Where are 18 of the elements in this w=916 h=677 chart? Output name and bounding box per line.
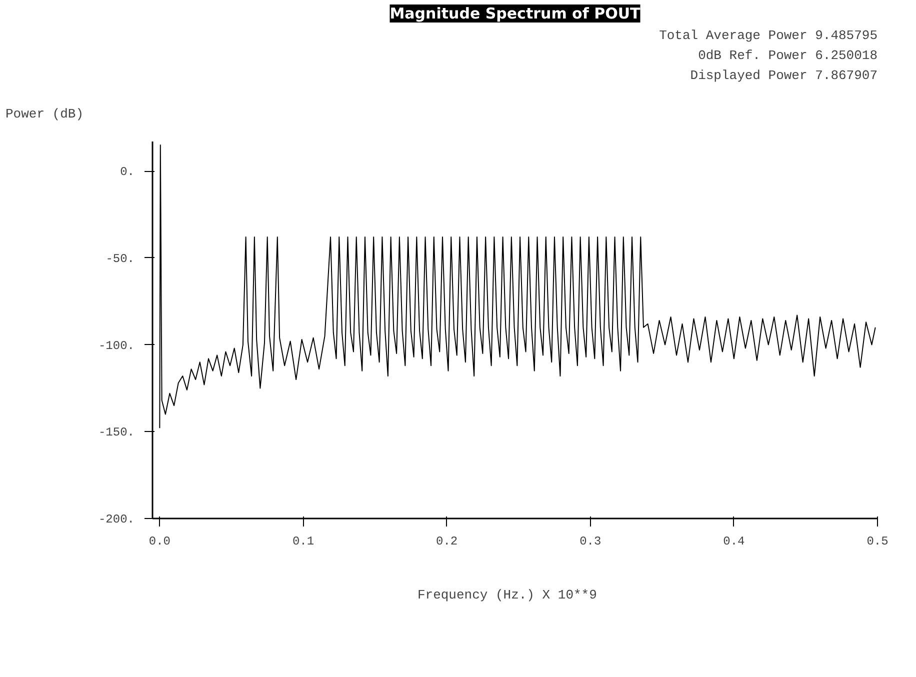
text: Total Average Power 9.485795	[659, 28, 878, 43]
x-tick-label: 0.1	[292, 534, 314, 548]
x-tick-label: 0.2	[436, 534, 458, 548]
y-axis-title: Power (dB)	[6, 106, 84, 122]
line-series	[159, 144, 876, 429]
x-tick-label: 0.3	[580, 534, 602, 548]
y-tick-label: -200.	[98, 512, 135, 526]
y-tick-label: 0.	[120, 165, 135, 180]
x-axis-title: Frequency (Hz.) X 10**9	[417, 588, 597, 602]
y-tick-label: -50.	[106, 252, 135, 266]
text: 0dB Ref. Power 6.250018	[698, 48, 878, 63]
x-tick-label: 0.5	[866, 534, 888, 548]
y-tick-label: -150.	[98, 426, 135, 440]
y-tick-label: -100.	[98, 338, 135, 353]
text: Displayed Power 7.867907	[690, 68, 878, 83]
chart-title: Magnitude Spectrum of POUT	[390, 4, 642, 22]
x-tick-label: 0.0	[148, 534, 170, 548]
x-tick-label: 0.4	[723, 534, 745, 548]
